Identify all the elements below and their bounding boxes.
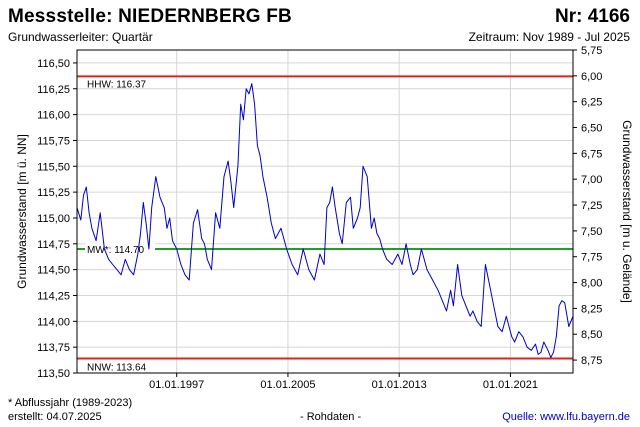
station-title: Messstelle: NIEDERNBERG FB	[8, 6, 292, 27]
y-tick-label-right: 6,75	[581, 148, 602, 160]
x-tick-label: 01.01.1997	[149, 379, 204, 391]
footnote: * Abflussjahr (1989-2023)	[8, 397, 133, 409]
source-link[interactable]: Quelle: www.lfu.bayern.de	[502, 411, 630, 423]
y-tick-label-left: 114,75	[37, 239, 70, 251]
y-tick-label-left: 116,25	[37, 84, 70, 96]
station-number: Nr: 4166	[555, 6, 630, 27]
y-tick-label-right: 7,00	[581, 174, 602, 186]
y-tick-label-right: 8,75	[581, 355, 602, 367]
y-tick-label-left: 115,25	[37, 187, 70, 199]
reference-label-bg	[85, 241, 155, 255]
reference-label: HHW: 116.37	[87, 79, 147, 90]
y-tick-label-left: 116,50	[37, 58, 70, 70]
y-tick-label-left: 114,00	[37, 316, 70, 328]
y-tick-label-left: 116,00	[37, 110, 70, 122]
grid	[77, 50, 573, 374]
y-tick-label-right: 7,75	[581, 252, 602, 264]
y-tick-label-right: 8,50	[581, 329, 602, 341]
x-tick-label: 01.01.2021	[483, 379, 538, 391]
reference-lines: HHW: 116.37 MW*: 114.70 NNW: 113.64	[77, 75, 573, 374]
y-tick-label-left: 114,50	[37, 265, 70, 277]
x-tick-label: 01.01.2005	[260, 379, 315, 391]
y-tick-label-left: 113,50	[37, 368, 70, 380]
created-date: erstellt: 04.07.2025	[8, 411, 102, 423]
y-tick-label-left: 115,00	[37, 213, 70, 225]
series-line	[76, 83, 574, 358]
period-label: Zeitraum: Nov 1989 - Jul 2025	[468, 30, 630, 44]
axes: 113,50 113,75 114,00 114,25 114,50 114,75 115,…	[37, 45, 602, 391]
y-tick-label-left: 114,25	[37, 290, 70, 302]
y-tick-label-right: 6,25	[581, 97, 602, 109]
y-tick-label-right: 6,00	[581, 71, 602, 83]
y-tick-label-right: 5,75	[581, 45, 602, 57]
plot-frame	[76, 49, 574, 374]
raw-data-label: - Rohdaten -	[300, 411, 362, 423]
y-tick-label-right: 6,50	[581, 123, 602, 135]
reference-label: MW*: 114.70	[87, 245, 144, 256]
y-tick-label-right: 8,25	[581, 303, 602, 315]
series-layer	[76, 83, 574, 358]
reference-label: NNW: 113.64	[87, 363, 147, 374]
x-tick-label: 01.01.2013	[372, 379, 427, 391]
y-tick-label-left: 115,75	[37, 135, 70, 147]
y-tick-label-left: 113,75	[37, 342, 70, 354]
y-tick-label-right: 8,00	[581, 278, 602, 290]
y-tick-label-left: 115,50	[37, 161, 70, 173]
y-axis-label-right: Grundwasserstand [m u. Gelände]	[620, 120, 634, 303]
y-axis-label-left: Grundwasserstand [m ü. NN]	[15, 134, 29, 289]
aquifer-label: Grundwasserleiter: Quartär	[8, 30, 153, 44]
y-tick-label-right: 7,50	[581, 226, 602, 238]
y-tick-label-right: 7,25	[581, 200, 602, 212]
